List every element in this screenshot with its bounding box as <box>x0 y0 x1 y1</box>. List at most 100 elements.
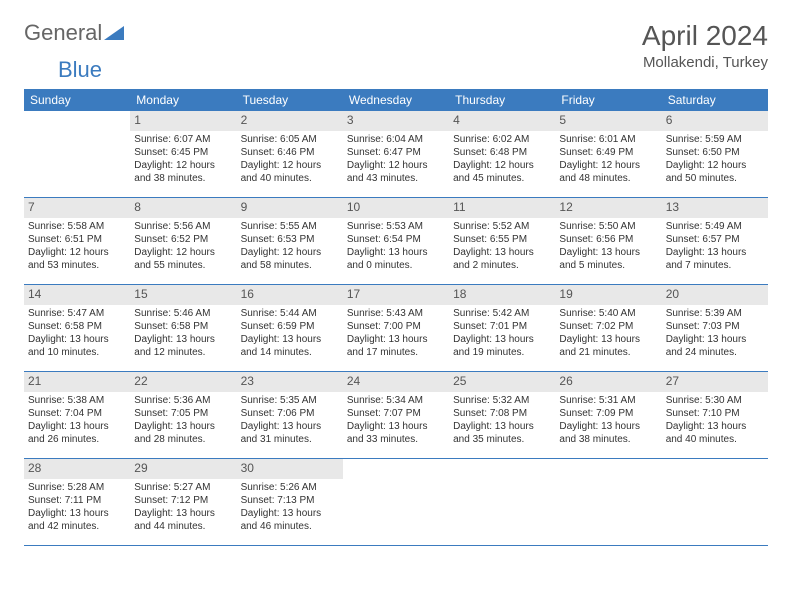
day-number: 12 <box>555 198 661 218</box>
sunset-line: Sunset: 7:12 PM <box>134 494 232 507</box>
sunset-line: Sunset: 6:58 PM <box>28 320 126 333</box>
cell-body: Sunrise: 5:38 AMSunset: 7:04 PMDaylight:… <box>24 392 130 450</box>
cell-body <box>24 131 130 137</box>
daylight-line: and 38 minutes. <box>559 433 657 446</box>
calendar-cell: 5Sunrise: 6:01 AMSunset: 6:49 PMDaylight… <box>555 111 661 198</box>
daylight-line: and 53 minutes. <box>28 259 126 272</box>
daylight-line: and 14 minutes. <box>241 346 339 359</box>
calendar-cell: 18Sunrise: 5:42 AMSunset: 7:01 PMDayligh… <box>449 285 555 372</box>
daylight-line: and 31 minutes. <box>241 433 339 446</box>
daylight-line: and 28 minutes. <box>134 433 232 446</box>
cell-body: Sunrise: 6:01 AMSunset: 6:49 PMDaylight:… <box>555 131 661 189</box>
sunrise-line: Sunrise: 6:01 AM <box>559 133 657 146</box>
sunset-line: Sunset: 6:53 PM <box>241 233 339 246</box>
sunset-line: Sunset: 7:09 PM <box>559 407 657 420</box>
sunset-line: Sunset: 6:59 PM <box>241 320 339 333</box>
daylight-line: and 17 minutes. <box>347 346 445 359</box>
day-number: 9 <box>237 198 343 218</box>
daylight-line: Daylight: 12 hours <box>347 159 445 172</box>
sunset-line: Sunset: 7:11 PM <box>28 494 126 507</box>
daylight-line: Daylight: 13 hours <box>347 333 445 346</box>
day-number: 17 <box>343 285 449 305</box>
day-number: 3 <box>343 111 449 131</box>
sunrise-line: Sunrise: 6:05 AM <box>241 133 339 146</box>
sunrise-line: Sunrise: 5:40 AM <box>559 307 657 320</box>
calendar-cell: 27Sunrise: 5:30 AMSunset: 7:10 PMDayligh… <box>662 372 768 459</box>
daylight-line: and 35 minutes. <box>453 433 551 446</box>
daylight-line: and 2 minutes. <box>453 259 551 272</box>
weekday-header-row: Sunday Monday Tuesday Wednesday Thursday… <box>24 89 768 111</box>
daylight-line: and 40 minutes. <box>241 172 339 185</box>
sunset-line: Sunset: 6:55 PM <box>453 233 551 246</box>
sunrise-line: Sunrise: 5:31 AM <box>559 394 657 407</box>
cell-body: Sunrise: 5:39 AMSunset: 7:03 PMDaylight:… <box>662 305 768 363</box>
day-number: 30 <box>237 459 343 479</box>
cell-body: Sunrise: 5:42 AMSunset: 7:01 PMDaylight:… <box>449 305 555 363</box>
sunset-line: Sunset: 6:54 PM <box>347 233 445 246</box>
calendar-cell: 3Sunrise: 6:04 AMSunset: 6:47 PMDaylight… <box>343 111 449 198</box>
daylight-line: Daylight: 12 hours <box>241 246 339 259</box>
daylight-line: Daylight: 13 hours <box>559 420 657 433</box>
day-number: 14 <box>24 285 130 305</box>
weekday-header: Wednesday <box>343 89 449 111</box>
cell-body: Sunrise: 5:26 AMSunset: 7:13 PMDaylight:… <box>237 479 343 537</box>
day-number: 5 <box>555 111 661 131</box>
day-number: 18 <box>449 285 555 305</box>
calendar-cell: 20Sunrise: 5:39 AMSunset: 7:03 PMDayligh… <box>662 285 768 372</box>
daylight-line: and 58 minutes. <box>241 259 339 272</box>
cell-body: Sunrise: 6:04 AMSunset: 6:47 PMDaylight:… <box>343 131 449 189</box>
daylight-line: and 45 minutes. <box>453 172 551 185</box>
cell-body <box>343 479 449 485</box>
calendar-cell: 15Sunrise: 5:46 AMSunset: 6:58 PMDayligh… <box>130 285 236 372</box>
daylight-line: Daylight: 13 hours <box>134 333 232 346</box>
daylight-line: Daylight: 13 hours <box>559 333 657 346</box>
cell-body: Sunrise: 5:58 AMSunset: 6:51 PMDaylight:… <box>24 218 130 276</box>
day-number: 10 <box>343 198 449 218</box>
logo: General <box>24 20 126 46</box>
sunset-line: Sunset: 6:57 PM <box>666 233 764 246</box>
sunset-line: Sunset: 6:47 PM <box>347 146 445 159</box>
cell-body: Sunrise: 5:52 AMSunset: 6:55 PMDaylight:… <box>449 218 555 276</box>
cell-body: Sunrise: 5:47 AMSunset: 6:58 PMDaylight:… <box>24 305 130 363</box>
cell-body: Sunrise: 5:43 AMSunset: 7:00 PMDaylight:… <box>343 305 449 363</box>
calendar-cell: 30Sunrise: 5:26 AMSunset: 7:13 PMDayligh… <box>237 459 343 546</box>
day-number: 26 <box>555 372 661 392</box>
calendar-cell: 25Sunrise: 5:32 AMSunset: 7:08 PMDayligh… <box>449 372 555 459</box>
day-number: 13 <box>662 198 768 218</box>
weekday-header: Friday <box>555 89 661 111</box>
calendar-table: Sunday Monday Tuesday Wednesday Thursday… <box>24 89 768 546</box>
daylight-line: Daylight: 13 hours <box>666 333 764 346</box>
sunrise-line: Sunrise: 5:35 AM <box>241 394 339 407</box>
day-number: 20 <box>662 285 768 305</box>
logo-text-blue: Blue <box>58 57 102 83</box>
day-number: 1 <box>130 111 236 131</box>
cell-body: Sunrise: 5:27 AMSunset: 7:12 PMDaylight:… <box>130 479 236 537</box>
sunset-line: Sunset: 7:05 PM <box>134 407 232 420</box>
logo-triangle-icon <box>104 26 124 40</box>
daylight-line: and 43 minutes. <box>347 172 445 185</box>
day-number: 29 <box>130 459 236 479</box>
daylight-line: and 24 minutes. <box>666 346 764 359</box>
day-number <box>662 459 768 479</box>
title-block: April 2024 Mollakendi, Turkey <box>642 20 768 71</box>
calendar-body: 1Sunrise: 6:07 AMSunset: 6:45 PMDaylight… <box>24 111 768 546</box>
sunset-line: Sunset: 7:08 PM <box>453 407 551 420</box>
calendar-row: 21Sunrise: 5:38 AMSunset: 7:04 PMDayligh… <box>24 372 768 459</box>
calendar-cell: 14Sunrise: 5:47 AMSunset: 6:58 PMDayligh… <box>24 285 130 372</box>
daylight-line: Daylight: 13 hours <box>241 420 339 433</box>
calendar-cell: 10Sunrise: 5:53 AMSunset: 6:54 PMDayligh… <box>343 198 449 285</box>
day-number <box>24 111 130 131</box>
cell-body: Sunrise: 5:36 AMSunset: 7:05 PMDaylight:… <box>130 392 236 450</box>
calendar-cell: 24Sunrise: 5:34 AMSunset: 7:07 PMDayligh… <box>343 372 449 459</box>
cell-body: Sunrise: 5:53 AMSunset: 6:54 PMDaylight:… <box>343 218 449 276</box>
sunset-line: Sunset: 7:04 PM <box>28 407 126 420</box>
sunrise-line: Sunrise: 5:36 AM <box>134 394 232 407</box>
daylight-line: and 46 minutes. <box>241 520 339 533</box>
cell-body <box>662 479 768 485</box>
day-number <box>343 459 449 479</box>
day-number <box>449 459 555 479</box>
calendar-cell: 7Sunrise: 5:58 AMSunset: 6:51 PMDaylight… <box>24 198 130 285</box>
cell-body: Sunrise: 6:05 AMSunset: 6:46 PMDaylight:… <box>237 131 343 189</box>
sunset-line: Sunset: 6:51 PM <box>28 233 126 246</box>
sunset-line: Sunset: 7:02 PM <box>559 320 657 333</box>
